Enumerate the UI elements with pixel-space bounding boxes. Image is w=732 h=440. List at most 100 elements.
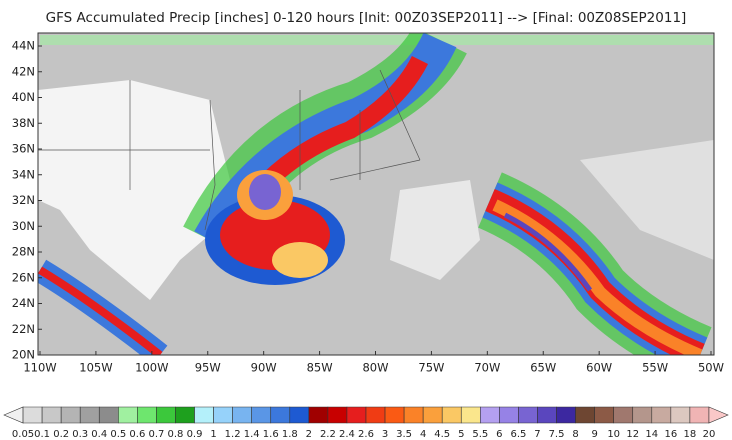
colorbar-label: 5.5 bbox=[472, 429, 488, 440]
colorbar-swatch bbox=[441, 406, 462, 424]
colorbar-swatch bbox=[308, 406, 329, 424]
boundary-lines bbox=[38, 69, 421, 231]
colorbar-label: 18 bbox=[684, 429, 697, 440]
colorbar-label: 6.5 bbox=[510, 429, 526, 440]
precip-band bbox=[492, 199, 703, 355]
colorbar-label: 20 bbox=[703, 429, 716, 440]
colorbar-swatch bbox=[194, 406, 214, 424]
colorbar-label: 1 bbox=[210, 429, 216, 440]
lon-label: 75W bbox=[418, 361, 444, 375]
ocean-dry bbox=[390, 180, 480, 280]
precip-blob bbox=[272, 242, 328, 278]
land-dry bbox=[38, 80, 230, 300]
colorbar-label: 0.8 bbox=[168, 429, 184, 440]
lat-label: 30N bbox=[12, 219, 35, 233]
colorbar-label: 0.9 bbox=[187, 429, 203, 440]
colorbar-label: 0.3 bbox=[72, 429, 88, 440]
lon-label: 90W bbox=[251, 361, 277, 375]
colorbar-swatch bbox=[98, 406, 119, 424]
colorbar-label: 0.7 bbox=[148, 429, 164, 440]
lon-label: 105W bbox=[79, 361, 112, 375]
colorbar-label: 0.2 bbox=[53, 429, 69, 440]
precip-band bbox=[503, 212, 593, 292]
colorbar-swatch bbox=[670, 406, 691, 424]
map-title: GFS Accumulated Precip [inches] 0-120 ho… bbox=[46, 10, 687, 26]
colorbar-swatch bbox=[22, 406, 43, 424]
colorbar-swatch bbox=[346, 406, 367, 424]
colorbar-label: 2.2 bbox=[320, 429, 336, 440]
lon-label: 60W bbox=[586, 361, 612, 375]
lon-label: 85W bbox=[307, 361, 333, 375]
colorbar-label: 1.6 bbox=[263, 429, 279, 440]
lon-label: 65W bbox=[530, 361, 556, 375]
colorbar-label: 14 bbox=[645, 429, 658, 440]
colorbar-label: 3 bbox=[382, 429, 388, 440]
map-field bbox=[37, 32, 715, 356]
colorbar-swatch bbox=[79, 406, 100, 424]
colorbar-swatch bbox=[41, 406, 62, 424]
precip-band bbox=[38, 266, 163, 355]
ocean-dry bbox=[580, 140, 714, 260]
colorbar-swatch bbox=[594, 406, 614, 424]
colorbar-swatch bbox=[137, 406, 157, 424]
colorbar-label: 6 bbox=[496, 429, 502, 440]
colorbar-swatch bbox=[556, 406, 576, 424]
lat-label: 36N bbox=[12, 142, 35, 156]
colorbar-label: 0.5 bbox=[110, 429, 126, 440]
colorbar-label: 1.2 bbox=[225, 429, 241, 440]
colorbar-swatch bbox=[384, 406, 405, 424]
lon-label: 80W bbox=[362, 361, 388, 375]
colorbar-swatch bbox=[156, 406, 176, 424]
colorbar-label: 3.5 bbox=[396, 429, 412, 440]
lat-label: 38N bbox=[12, 116, 35, 130]
colorbar-swatch bbox=[708, 406, 729, 424]
lon-label: 55W bbox=[642, 361, 668, 375]
colorbar-label: 0.4 bbox=[91, 429, 107, 440]
colorbar-swatch bbox=[3, 406, 24, 424]
colorbar-swatch bbox=[613, 406, 634, 424]
colorbar-swatch bbox=[575, 406, 595, 424]
colorbar-swatch bbox=[289, 406, 310, 424]
colorbar-swatch bbox=[118, 406, 138, 424]
colorbar-swatch bbox=[480, 406, 500, 424]
colorbar-label: 2.6 bbox=[358, 429, 374, 440]
colorbar-label: 7.5 bbox=[549, 429, 565, 440]
colorbar-swatch bbox=[632, 406, 653, 424]
lat-label: 28N bbox=[12, 245, 35, 259]
colorbar-label: 2 bbox=[306, 429, 312, 440]
lon-label: 50W bbox=[698, 361, 724, 375]
colorbar-swatch bbox=[460, 406, 481, 424]
colorbar-swatch bbox=[537, 406, 557, 424]
colorbar-label: 5 bbox=[458, 429, 464, 440]
lat-label: 32N bbox=[12, 193, 35, 207]
colorbar-label: 16 bbox=[664, 429, 677, 440]
colorbar-swatch bbox=[270, 406, 291, 424]
lat-label: 44N bbox=[12, 39, 35, 53]
colorbar-swatch bbox=[403, 406, 424, 424]
colorbar-label: 2.4 bbox=[339, 429, 355, 440]
lat-label: 24N bbox=[12, 296, 35, 310]
lat-label: 22N bbox=[12, 322, 35, 336]
colorbar-label: 0.05 bbox=[12, 429, 34, 440]
lon-label: 70W bbox=[474, 361, 500, 375]
colorbar: 0.05 0.1 0.2 0.3 0.4 0.5 0.6 0.7 0.8 0.9 1 1.2 1.4 1.… bbox=[3, 406, 729, 440]
lon-label: 95W bbox=[195, 361, 221, 375]
colorbar-swatch bbox=[327, 406, 348, 424]
colorbar-label: 1.8 bbox=[282, 429, 298, 440]
colorbar-label: 9 bbox=[591, 429, 597, 440]
lat-label: 34N bbox=[12, 167, 35, 181]
colorbar-label: 1.4 bbox=[244, 429, 260, 440]
lon-label: 100W bbox=[135, 361, 168, 375]
colorbar-swatch bbox=[651, 406, 672, 424]
colorbar-swatch bbox=[365, 406, 386, 424]
colorbar-swatch bbox=[232, 406, 252, 424]
colorbar-swatch bbox=[60, 406, 81, 424]
colorbar-swatch bbox=[422, 406, 443, 424]
colorbar-label: 4.5 bbox=[434, 429, 450, 440]
colorbar-label: 10 bbox=[607, 429, 620, 440]
lat-label: 26N bbox=[12, 270, 35, 284]
axes: 110W 105W 100W 95W 90W 85W 80W 75W 70W 65W 60W 55W 5… bbox=[12, 39, 724, 375]
lat-label: 20N bbox=[12, 348, 35, 362]
colorbar-label: 8 bbox=[572, 429, 578, 440]
